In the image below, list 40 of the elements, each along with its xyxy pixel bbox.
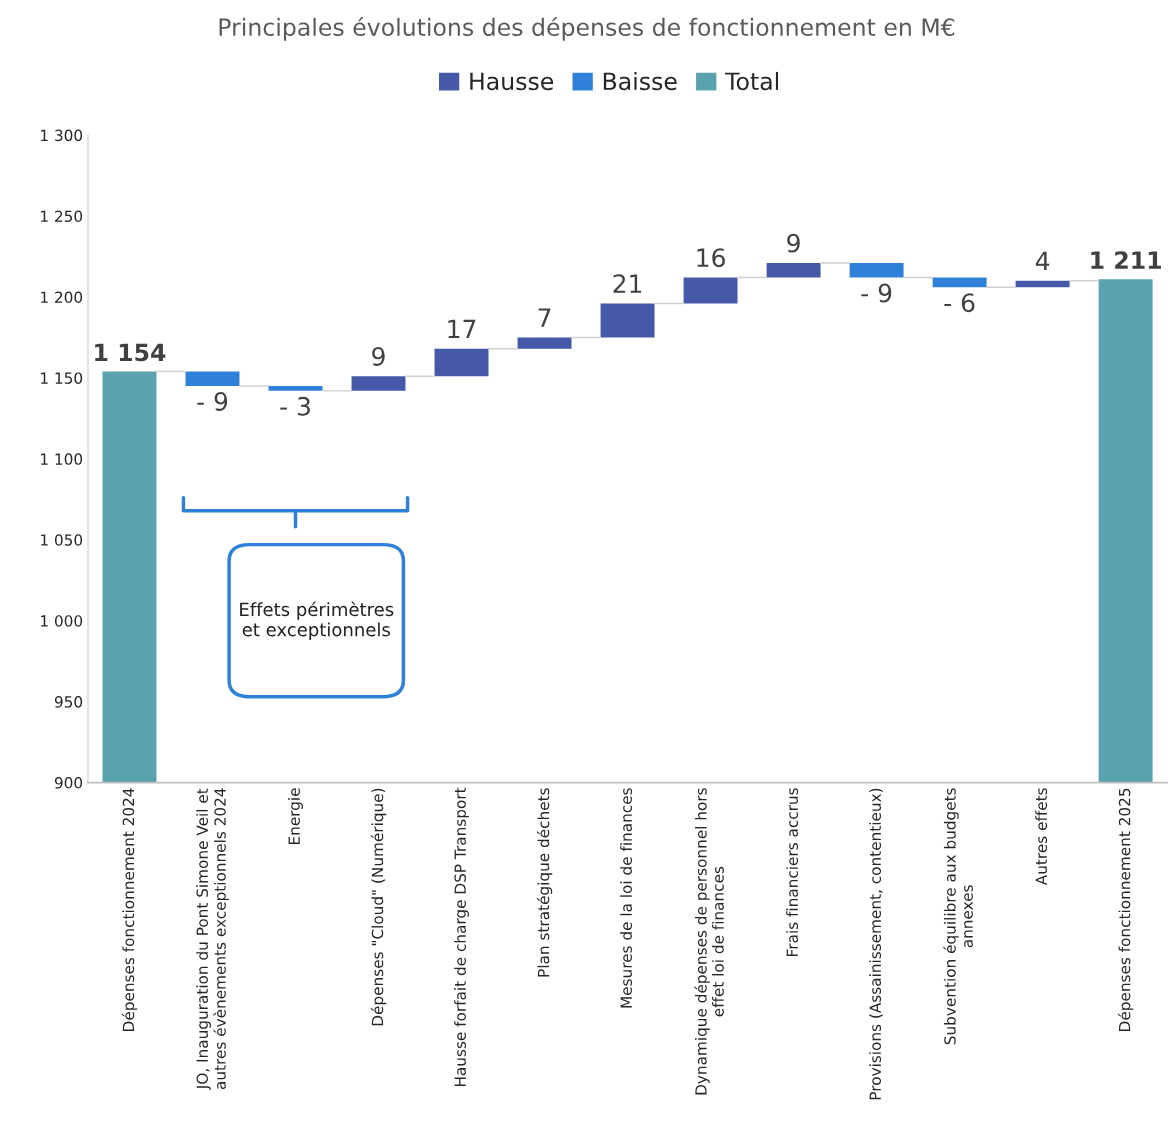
data-label: 9 <box>787 233 800 253</box>
data-label: 1 154 <box>95 343 166 362</box>
y-tick-label: 1 200 <box>41 291 83 303</box>
x-tick-label: Subvention équilibre aux budgets annexes <box>943 788 973 1045</box>
x-tick-label: Dépenses fonctionnement 2024 <box>121 788 138 1031</box>
x-tick-label: Plan stratégique déchets <box>536 788 553 977</box>
x-tick-label: Dépenses fonctionnement 2025 <box>1117 788 1134 1031</box>
x-tick-label: Provisions (Assainissement, contentieux) <box>869 788 883 1100</box>
data-label: 9 <box>372 346 385 366</box>
data-label: - 6 <box>944 293 975 313</box>
x-tick-label: Autres effets <box>1035 788 1048 886</box>
y-tick-label: 1 050 <box>41 534 83 546</box>
chart-title: Principales évolutions des dépenses de fonctionnement en M€ <box>219 16 955 41</box>
y-tick-label: 1 000 <box>41 615 83 627</box>
y-tick-label: 1 150 <box>41 372 83 384</box>
x-tick-label: Frais financiers accrus <box>786 788 799 956</box>
y-tick-label: 950 <box>54 696 83 708</box>
data-label: - 9 <box>861 283 892 303</box>
y-tick-label: 900 <box>54 777 83 789</box>
x-tick-label: Hausse forfait de charge DSP Transport <box>454 787 469 1087</box>
x-tick-label: JO, Inauguration du Pont Simone Veil et autres évènements exceptionnels 2024 <box>196 788 229 1090</box>
data-label: 7 <box>538 308 551 327</box>
legend-label: Baisse <box>603 71 677 91</box>
data-label: 16 <box>697 248 725 268</box>
legend-label: Total <box>725 71 779 91</box>
annotation: Effets périmètres et exceptionnels <box>240 601 394 640</box>
data-label: 17 <box>448 319 476 339</box>
y-tick-label: 1 250 <box>41 210 83 223</box>
data-label: - 3 <box>280 396 310 416</box>
data-label: 21 <box>613 274 642 293</box>
x-tick-label: Energie <box>288 788 303 845</box>
x-tick-label: Dynamique dépenses de personnel hors effet loi de finances <box>694 788 724 1095</box>
data-label: 1 211 <box>1091 251 1161 269</box>
data-label: 4 <box>1035 251 1050 271</box>
data-label: - 9 <box>197 392 228 411</box>
legend-label: Hausse <box>470 72 554 91</box>
x-tick-label: Mesures de la loi de finances <box>620 788 632 1008</box>
y-tick-label: 1 100 <box>41 453 83 465</box>
x-tick-label: Dépenses "Cloud" (Numérique) <box>370 788 387 1026</box>
y-tick-label: 1 300 <box>41 129 83 142</box>
